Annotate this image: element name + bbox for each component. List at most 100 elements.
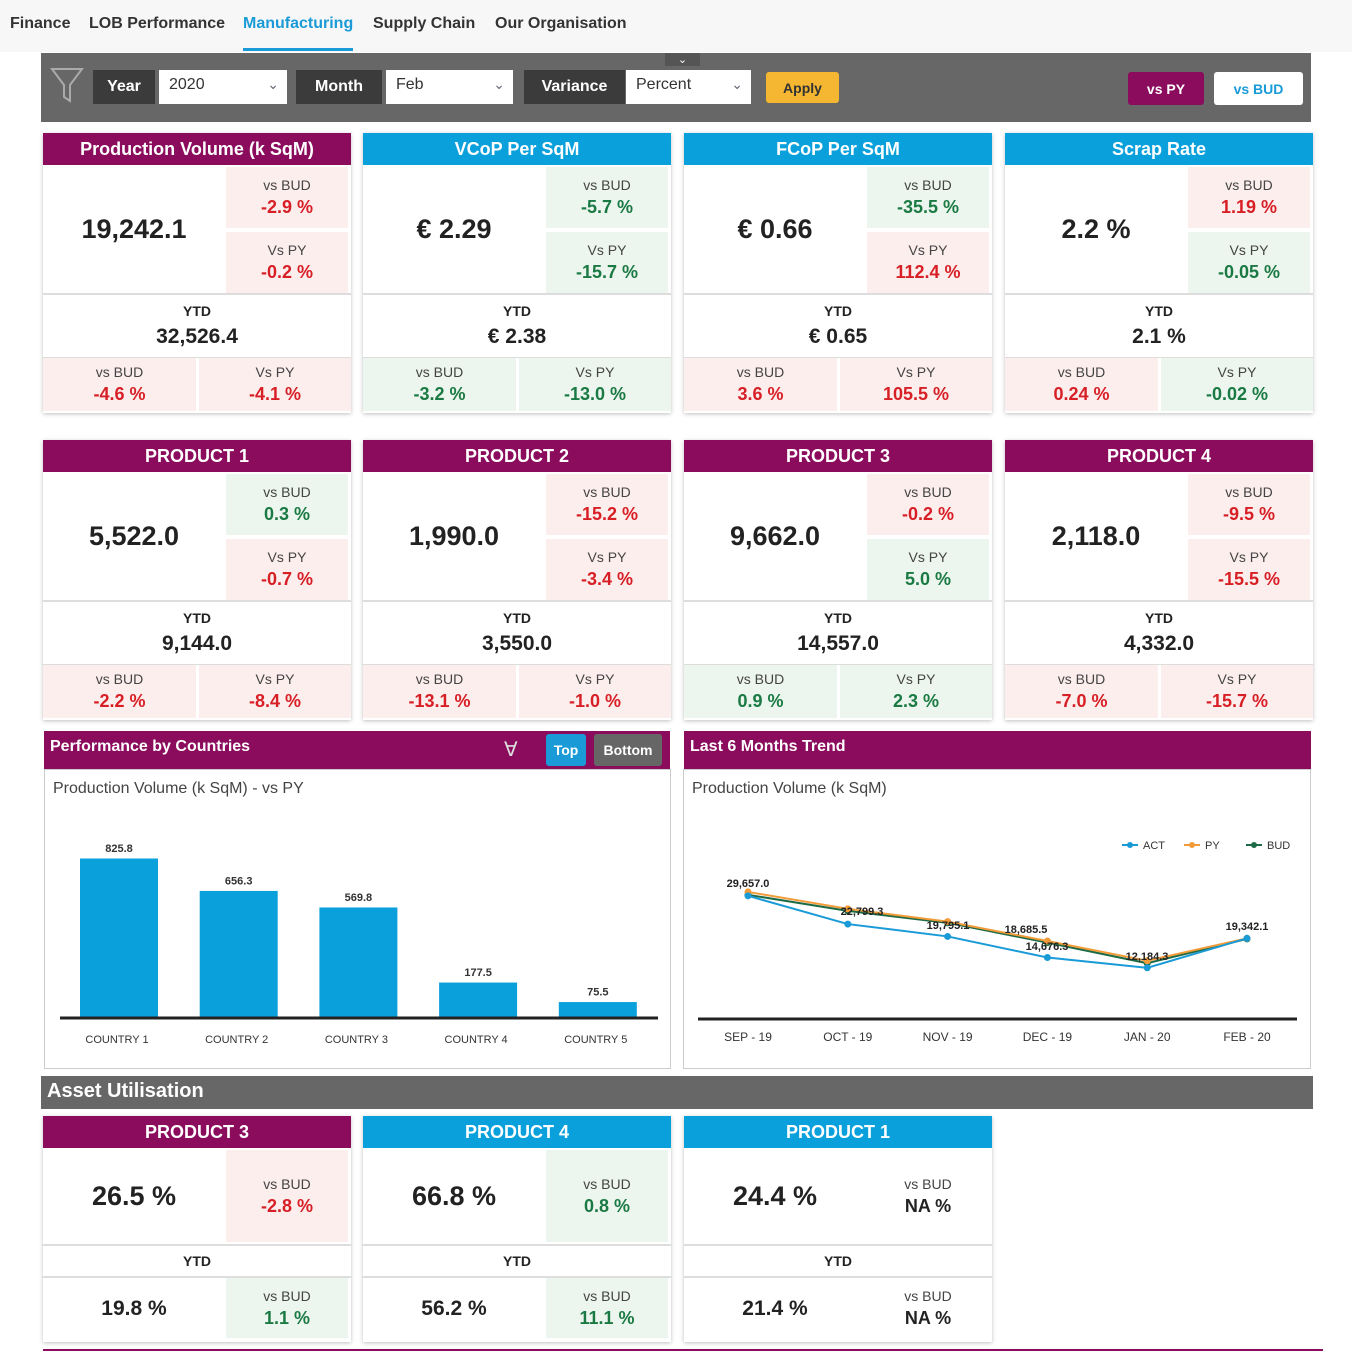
- cell-label: Vs PY: [1229, 242, 1269, 258]
- legend-label: BUD: [1267, 840, 1290, 852]
- ytd-value: € 0.65: [808, 325, 868, 348]
- x-tick-label: COUNTRY 5: [564, 1034, 627, 1046]
- series-line-bud: [747, 893, 1248, 965]
- filter-bar: ⌄ Year 2020 ⌄ Month Feb ⌄ Variance Percent…: [41, 53, 1311, 122]
- cell-value: -3.2 %: [413, 384, 466, 404]
- cell-value: 5.0 %: [904, 569, 952, 589]
- bar-data-label: 825.8: [105, 843, 133, 855]
- kpi-value: € 0.66: [737, 213, 813, 244]
- cell-label: vs BUD: [1057, 671, 1106, 687]
- top-nav: Finance LOB Performance Manufacturing Suppl…: [0, 0, 1352, 52]
- cell-value: -4.6 %: [93, 384, 146, 404]
- bottom-divider: [43, 1349, 1323, 1351]
- point-py: [944, 918, 952, 926]
- cell-value: -5.7 %: [580, 197, 634, 217]
- vs-py-button[interactable]: vs PY: [1128, 72, 1204, 105]
- ytd-value: 21.4 %: [742, 1297, 808, 1320]
- kpi-card: FCoP Per SqM € 0.66 vs BUD -35.5 % Vs PY 1…: [684, 133, 992, 413]
- ytd-vs-py-cell: Vs PY -4.1 %: [199, 358, 351, 411]
- bar-3: [319, 907, 398, 1017]
- point-act: [1243, 934, 1251, 942]
- cell-value: -35.5 %: [896, 197, 960, 217]
- cell-value: -0.05 %: [1217, 262, 1281, 282]
- cell-label: Vs PY: [1229, 549, 1269, 565]
- ytd-vs-bud-cell: vs BUD 1.1 %: [226, 1278, 348, 1338]
- vs-py-cell: Vs PY -0.05 %: [1188, 232, 1310, 293]
- cell-label: vs BUD: [1057, 364, 1106, 380]
- cell-label: vs BUD: [583, 177, 631, 193]
- tab-manufacturing[interactable]: Manufacturing: [243, 15, 354, 32]
- ytd-value: 56.2 %: [421, 1297, 487, 1320]
- tab-finance[interactable]: Finance: [10, 15, 71, 32]
- tab-lob-performance[interactable]: LOB Performance: [89, 15, 226, 32]
- point-py: [1143, 957, 1151, 965]
- cell-label: vs BUD: [583, 1175, 631, 1192]
- cell-value: 3.6 %: [737, 384, 784, 404]
- chevron-down-icon: ⌄: [493, 76, 505, 92]
- kpi-value: 2.2 %: [1061, 213, 1131, 244]
- tab-our-organisation[interactable]: Our Organisation: [495, 15, 627, 32]
- point-py: [1043, 937, 1051, 945]
- cell-value: NA %: [904, 1195, 952, 1216]
- point-data-label: 19,795.1: [927, 920, 970, 932]
- cell-value: -15.5 %: [1217, 569, 1281, 589]
- cell-label: Vs PY: [255, 671, 295, 687]
- apply-button[interactable]: Apply: [766, 72, 839, 103]
- cell-label: Vs PY: [896, 364, 936, 380]
- kpi-title: Scrap Rate: [1005, 133, 1313, 165]
- clear-filter-icon[interactable]: ∀: [504, 739, 518, 761]
- cell-label: Vs PY: [575, 364, 615, 380]
- bottom-button[interactable]: Bottom: [594, 734, 662, 766]
- kpi-title: PRODUCT 2: [363, 440, 671, 472]
- cell-value: 112.4 %: [895, 262, 961, 282]
- kpi-value: 9,662.0: [729, 520, 821, 551]
- cell-label: vs BUD: [583, 484, 631, 500]
- ytd-value: 4,332.0: [1123, 632, 1195, 655]
- ytd-vs-bud-cell: vs BUD -3.2 %: [363, 358, 516, 411]
- cell-label: vs BUD: [904, 1175, 952, 1192]
- cell-value: -13.1 %: [408, 691, 471, 711]
- vs-py-cell: Vs PY -3.4 %: [546, 539, 668, 600]
- vs-py-cell: Vs PY -15.7 %: [546, 232, 668, 293]
- cell-value: -15.2 %: [575, 504, 639, 524]
- cell-label: Vs PY: [908, 242, 948, 258]
- ytd-label: YTD: [824, 610, 852, 626]
- month-value: Feb: [396, 76, 424, 93]
- filter-icon[interactable]: [50, 67, 84, 103]
- asset-value: 66.8 %: [411, 1180, 497, 1211]
- year-select[interactable]: 2020 ⌄: [159, 70, 287, 104]
- vs-bud-button[interactable]: vs BUD: [1214, 72, 1303, 105]
- asset-title: PRODUCT 1: [684, 1116, 992, 1148]
- cell-value: 1.1 %: [263, 1307, 311, 1328]
- ytd-vs-bud-cell: vs BUD 0.9 %: [684, 665, 837, 718]
- cell-value: -13.0 %: [563, 384, 627, 404]
- point-data-label: 18,685.5: [1005, 924, 1048, 936]
- kpi-card: PRODUCT 1 5,522.0 vs BUD 0.3 % Vs PY -0.7 …: [43, 440, 351, 720]
- ytd-vs-bud-cell: vs BUD NA %: [867, 1278, 989, 1338]
- variance-value: Percent: [636, 76, 692, 93]
- point-act: [1143, 964, 1151, 972]
- bar-data-label: 75.5: [587, 987, 608, 999]
- vs-bud-cell: vs BUD -5.7 %: [546, 167, 668, 228]
- month-label: Month: [296, 70, 382, 104]
- x-tick-label: COUNTRY 1: [85, 1034, 148, 1046]
- cell-label: vs BUD: [95, 364, 144, 380]
- ytd-label: YTD: [1145, 303, 1173, 319]
- top-button[interactable]: Top: [546, 734, 586, 766]
- vs-bud-cell: vs BUD -15.2 %: [546, 474, 668, 535]
- x-tick-label: OCT - 19: [823, 1030, 872, 1044]
- month-select[interactable]: Feb ⌄: [386, 70, 513, 104]
- ytd-label: YTD: [503, 303, 531, 319]
- variance-label: Variance: [524, 70, 625, 104]
- countries-title: Performance by Countries: [50, 738, 251, 755]
- collapse-chevron-icon[interactable]: ⌄: [665, 53, 700, 66]
- tab-supply-chain[interactable]: Supply Chain: [373, 15, 476, 32]
- cell-value: -4.1 %: [248, 384, 302, 404]
- cell-label: vs BUD: [904, 177, 952, 193]
- legend-marker-act: [1127, 842, 1133, 848]
- trend-header: Last 6 Months Trend: [684, 731, 1311, 769]
- legend-label: ACT: [1143, 840, 1165, 852]
- variance-select[interactable]: Percent ⌄: [626, 70, 751, 104]
- x-tick-label: SEP - 19: [724, 1030, 772, 1044]
- cell-label: Vs PY: [267, 242, 307, 258]
